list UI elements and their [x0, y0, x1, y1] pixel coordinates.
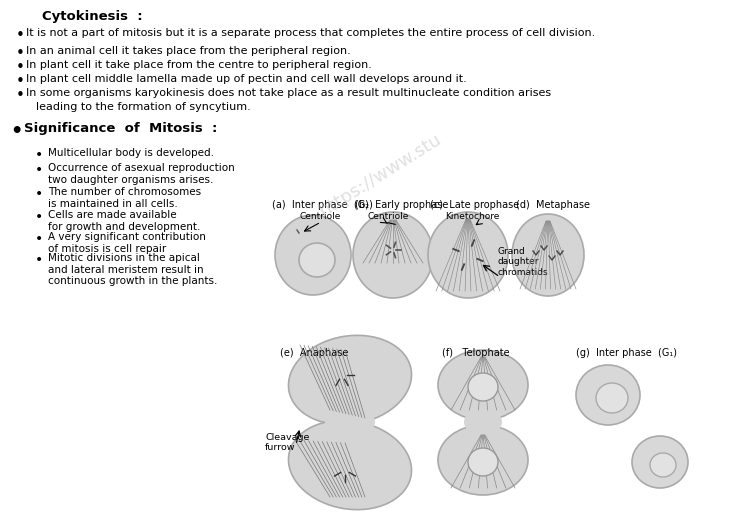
Text: The number of chromosomes
is maintained in all cells.: The number of chromosomes is maintained … [48, 187, 201, 209]
Ellipse shape [512, 214, 584, 296]
Ellipse shape [288, 421, 411, 510]
Text: Cells are made available
for growth and development.: Cells are made available for growth and … [48, 210, 201, 232]
Text: In plant cell middle lamella made up of pectin and cell wall develops around it.: In plant cell middle lamella made up of … [26, 74, 467, 84]
Text: •: • [16, 60, 25, 75]
Text: It is not a part of mitosis but it is a separate process that completes the enti: It is not a part of mitosis but it is a … [26, 28, 595, 38]
Ellipse shape [464, 408, 502, 436]
Text: •: • [16, 88, 25, 103]
Text: •: • [16, 46, 25, 61]
Text: https://www.stu: https://www.stu [315, 130, 444, 220]
Text: (c)  Late prophase: (c) Late prophase [430, 200, 519, 210]
Text: Centriole: Centriole [368, 212, 410, 221]
Text: •: • [10, 122, 22, 141]
Text: Grand
daughter
chromatids: Grand daughter chromatids [498, 247, 548, 277]
Text: leading to the formation of syncytium.: leading to the formation of syncytium. [36, 102, 251, 112]
Text: Centriole: Centriole [300, 212, 342, 221]
Ellipse shape [650, 453, 676, 477]
Text: In an animal cell it takes place from the peripheral region.: In an animal cell it takes place from th… [26, 46, 351, 56]
Text: (f)   Telophate: (f) Telophate [442, 348, 509, 358]
Text: A very significant contribution
of mitosis is cell repair: A very significant contribution of mitos… [48, 232, 206, 254]
Ellipse shape [596, 383, 628, 413]
Text: Cleavage
furrow: Cleavage furrow [265, 433, 309, 452]
Text: •: • [35, 232, 43, 246]
Text: •: • [35, 148, 43, 162]
Text: Mitotic divisions in the apical
and lateral meristem result in
continuous growth: Mitotic divisions in the apical and late… [48, 253, 217, 286]
Ellipse shape [428, 212, 508, 298]
Text: Significance  of  Mitosis  :: Significance of Mitosis : [24, 122, 217, 135]
Text: In some organisms karyokinesis does not take place as a result multinucleate con: In some organisms karyokinesis does not … [26, 88, 551, 98]
Text: Cytokinesis  :: Cytokinesis : [42, 10, 142, 23]
Text: •: • [35, 210, 43, 224]
Text: (d)  Metaphase: (d) Metaphase [516, 200, 590, 210]
Text: (a)  Inter phase  (G₂): (a) Inter phase (G₂) [272, 200, 373, 210]
Text: •: • [16, 28, 25, 43]
Ellipse shape [468, 373, 498, 401]
Text: Kinetochore: Kinetochore [445, 212, 500, 221]
Text: Occurrence of asexual reproduction
two daughter organisms arises.: Occurrence of asexual reproduction two d… [48, 163, 234, 185]
Ellipse shape [438, 350, 528, 420]
Text: •: • [35, 187, 43, 201]
Ellipse shape [288, 336, 411, 425]
Text: •: • [35, 163, 43, 177]
Ellipse shape [468, 448, 498, 476]
Text: (g)  Inter phase  (G₁): (g) Inter phase (G₁) [576, 348, 677, 358]
Text: Multicellular body is developed.: Multicellular body is developed. [48, 148, 214, 158]
Text: (b)  Early prophase: (b) Early prophase [355, 200, 449, 210]
Ellipse shape [353, 212, 433, 298]
Ellipse shape [632, 436, 688, 488]
Ellipse shape [275, 215, 351, 295]
Ellipse shape [438, 425, 528, 495]
Ellipse shape [325, 407, 375, 437]
Text: In plant cell it take place from the centre to peripheral region.: In plant cell it take place from the cen… [26, 60, 372, 70]
Ellipse shape [576, 365, 640, 425]
Text: •: • [16, 74, 25, 89]
Text: •: • [35, 253, 43, 267]
Text: (e)  Anaphase: (e) Anaphase [280, 348, 348, 358]
Ellipse shape [299, 243, 335, 277]
